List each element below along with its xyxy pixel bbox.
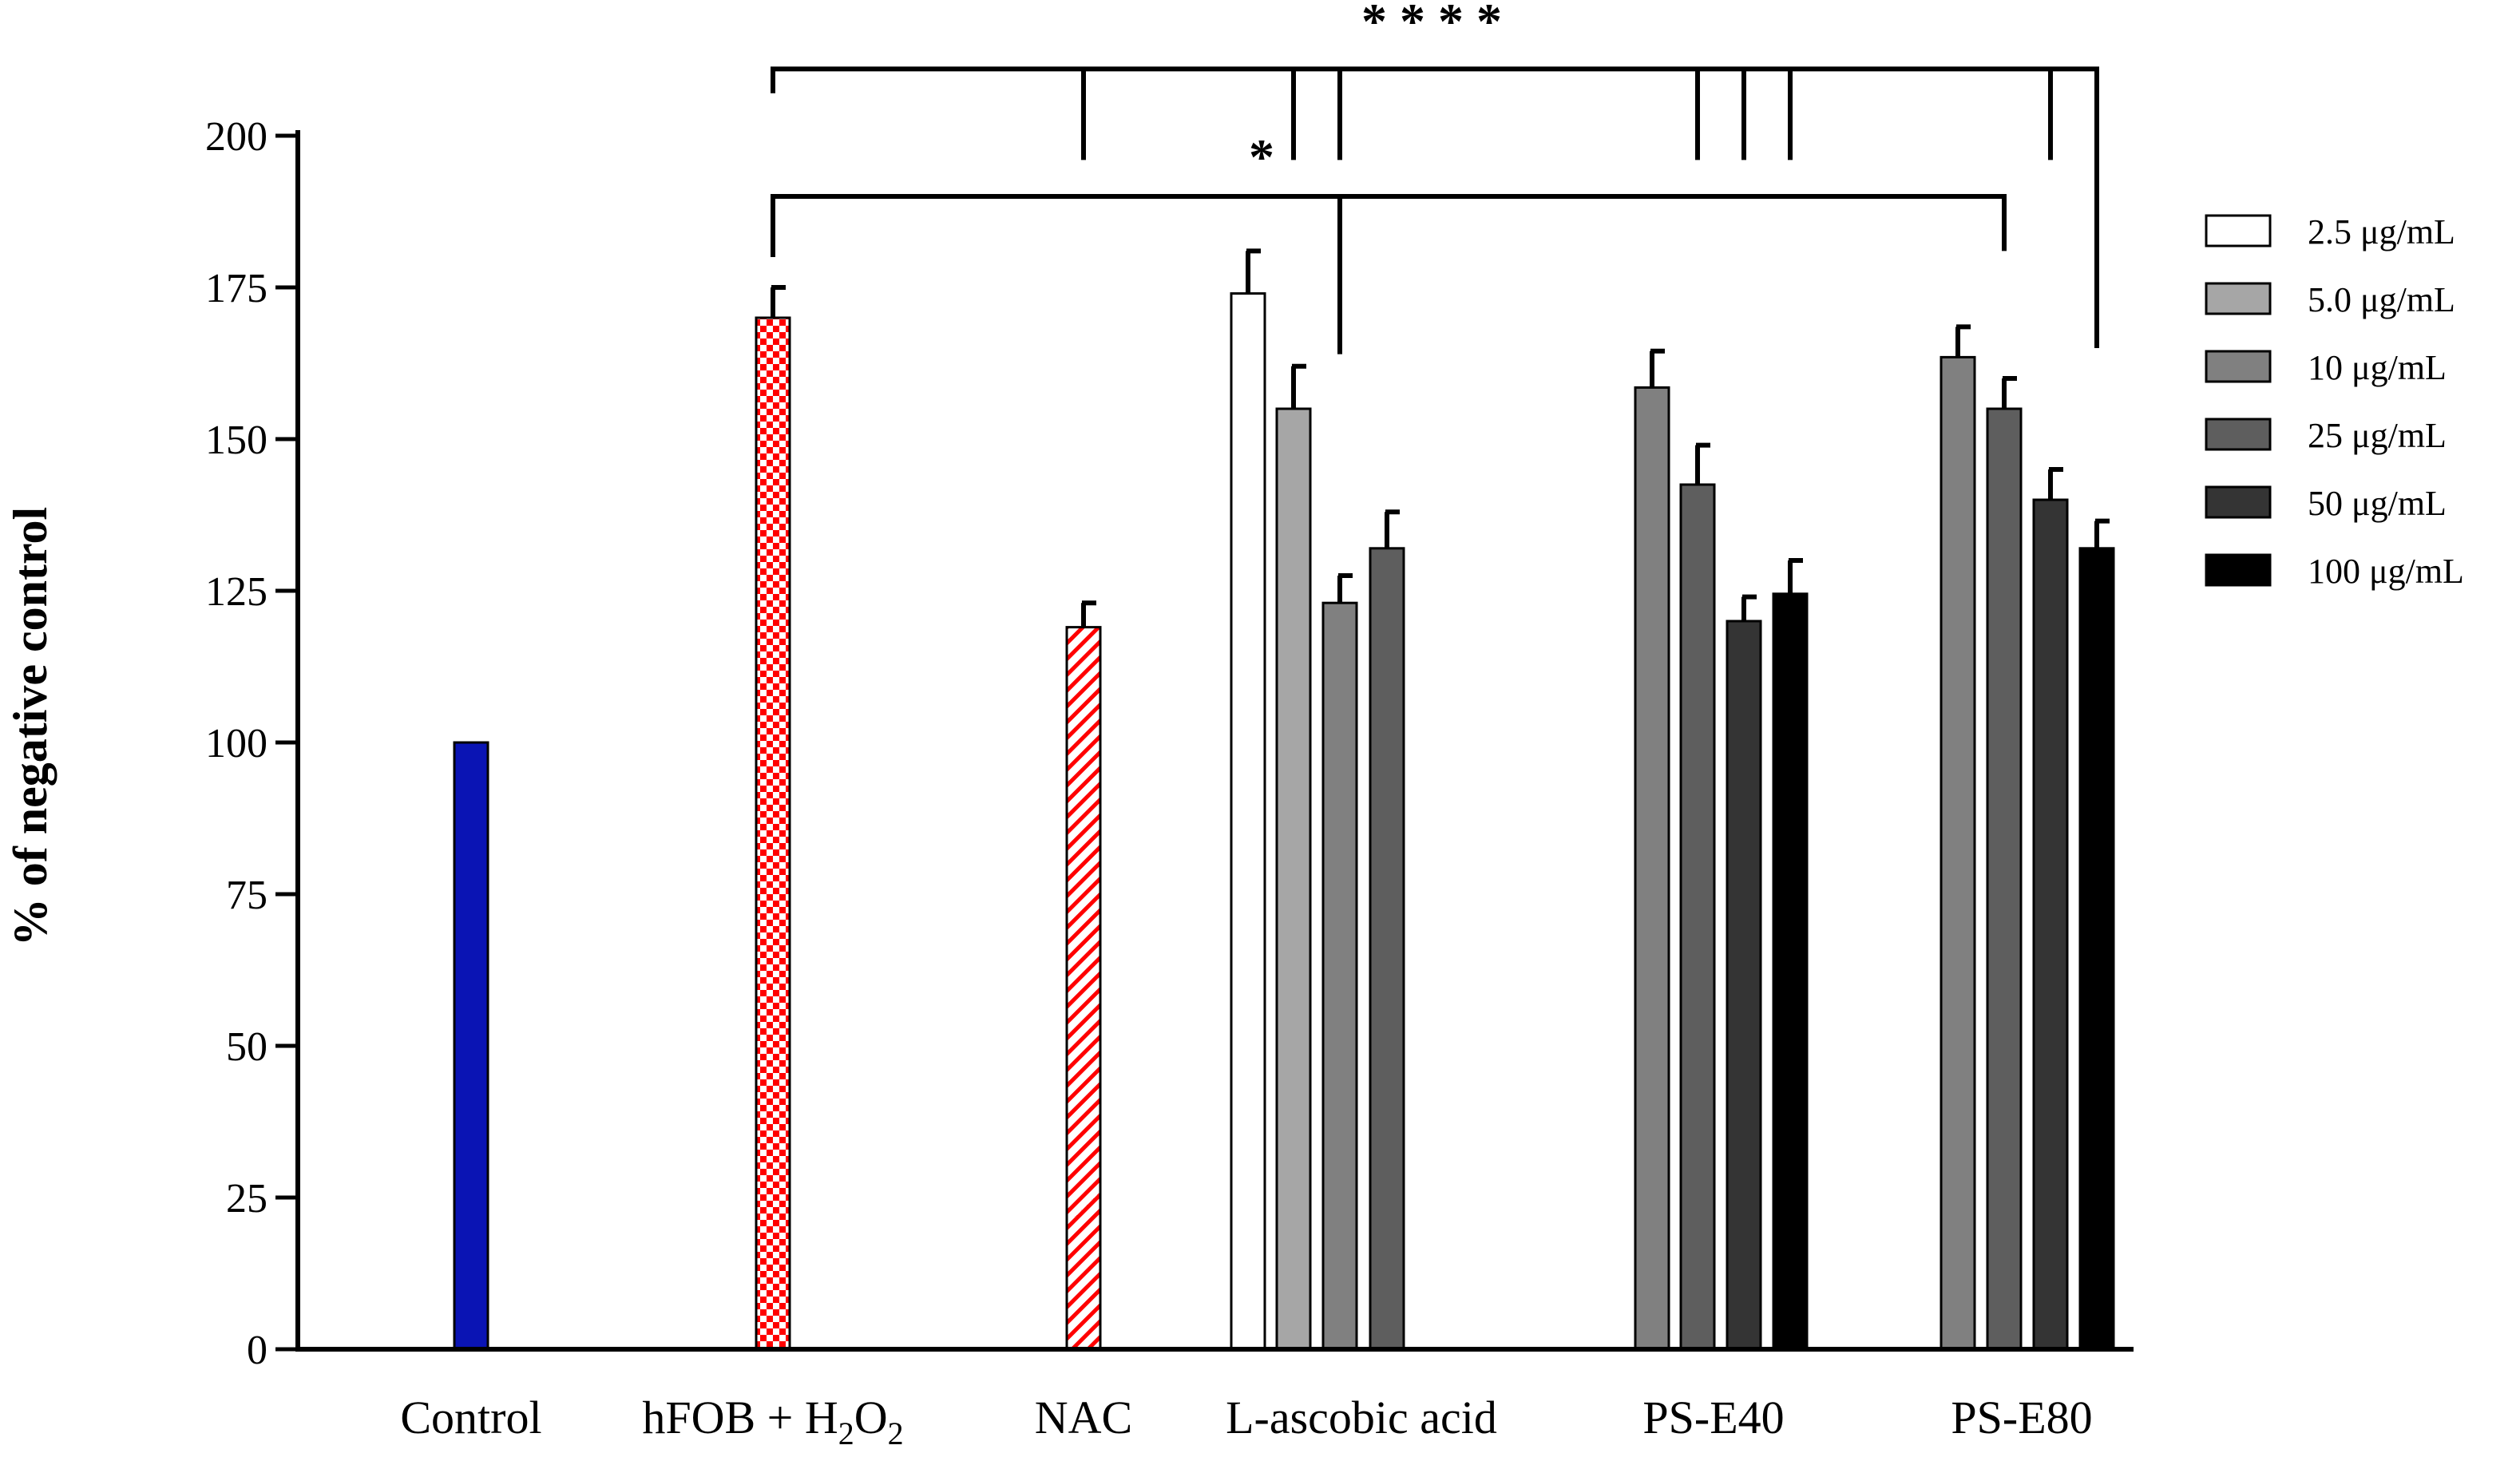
x-label-l-ascobic-acid: L-ascobic acid [1226,1392,1497,1443]
bar-ps-e40-100-g-ml [1772,592,1809,1351]
legend-label-50: 50 μg/mL [2308,484,2447,523]
legend: 2.5 μg/mL 5.0 μg/mL 10 μg/mL 25 μg/mL 50… [2205,212,2464,591]
y-tick-label: 150 [205,418,267,463]
legend-swatch-50 [2205,485,2272,519]
bar-control-control [453,741,489,1351]
significance-label-one-star: * [1249,129,1274,185]
bar-ps-e40-50-g-ml [1726,620,1762,1351]
y-tick-label: 100 [205,721,267,766]
y-tick-label: 200 [205,114,267,160]
y-tick-label: 25 [226,1176,267,1221]
legend-swatch-2-5 [2205,214,2272,247]
legend-swatch-5-0 [2205,282,2272,315]
legend-item-2-5: 2.5 μg/mL [2205,212,2455,251]
y-tick-label: 75 [226,873,267,918]
x-label-control: Control [400,1392,541,1443]
legend-item-100: 100 μg/mL [2205,552,2464,591]
bar-ps-e80-50-g-ml [2032,498,2069,1351]
x-label-hfob-h2o2: hFOB + H2O2 [642,1392,903,1451]
significance-label-four-star: * * * * [1361,0,1502,49]
legend-swatch-25 [2205,418,2272,451]
y-tick-label: 125 [205,569,267,615]
y-tick-label: 175 [205,266,267,311]
bar-l-ascobic-acid-10-g-ml [1321,601,1358,1351]
x-label-ps-e40: PS-E40 [1642,1392,1784,1443]
x-label-ps-e80: PS-E80 [1951,1392,2092,1443]
bar-l-ascobic-acid-5-0-g-ml [1275,407,1312,1351]
bar-nac-nac [1065,626,1102,1351]
legend-item-25: 25 μg/mL [2205,416,2447,455]
bar-ps-e40-10-g-ml [1634,386,1670,1351]
bar-hfob-hfob-h2o2 [755,316,791,1351]
y-axis-ticks: 0 25 50 75 100 125 150 175 200 [205,114,298,1373]
legend-item-5-0: 5.0 μg/mL [2205,280,2455,319]
x-label-nac: NAC [1035,1392,1132,1443]
bar-l-ascobic-acid-2-5-g-ml [1230,292,1266,1351]
legend-label-25: 25 μg/mL [2308,416,2447,455]
legend-item-50: 50 μg/mL [2205,484,2447,523]
y-axis-label: % of negative control [4,507,57,946]
bar-ps-e80-100-g-ml [2078,547,2115,1351]
y-tick-label: 50 [226,1024,267,1070]
legend-swatch-100 [2205,553,2272,587]
bar-l-ascobic-acid-25-g-ml [1369,547,1405,1351]
bar-group [453,248,2115,1351]
legend-swatch-10 [2205,350,2272,383]
bar-ps-e40-25-g-ml [1679,483,1716,1351]
bar-ps-e80-25-g-ml [1986,407,2023,1351]
legend-label-100: 100 μg/mL [2308,552,2464,591]
significance-brackets [771,66,2099,354]
bar-ps-e80-10-g-ml [1940,355,1976,1351]
y-tick-label: 0 [247,1328,267,1373]
legend-label-10: 10 μg/mL [2308,348,2447,387]
legend-label-2-5: 2.5 μg/mL [2308,212,2455,251]
legend-label-5-0: 5.0 μg/mL [2308,280,2455,319]
legend-item-10: 10 μg/mL [2205,348,2447,387]
